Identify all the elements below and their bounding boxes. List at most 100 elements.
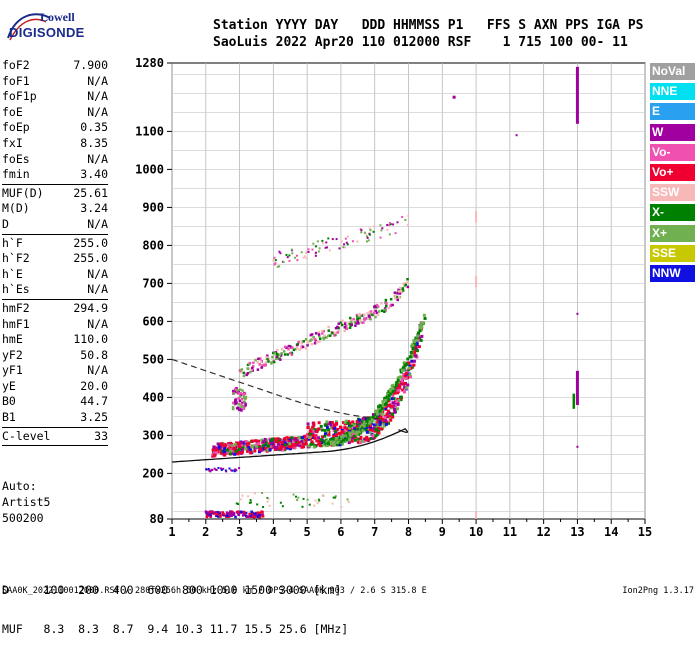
echo-point — [267, 497, 270, 500]
echo-point — [312, 242, 315, 245]
param-row-hmf1: hmF1 N/A — [2, 317, 108, 333]
echo-point — [325, 440, 329, 444]
param-key: foF1 — [2, 73, 30, 88]
echo-point — [285, 253, 288, 256]
echo-point — [323, 334, 326, 338]
echo-point — [388, 388, 392, 392]
echo-point — [345, 241, 348, 244]
echo-point — [283, 353, 287, 356]
echo-point — [354, 324, 357, 327]
x-tick-label: 5 — [304, 525, 311, 539]
legend-item-e: E — [650, 103, 695, 121]
echo-point — [275, 352, 279, 356]
echo-point — [230, 510, 233, 513]
echo-point — [396, 378, 400, 382]
echo-point — [301, 436, 305, 440]
echo-point — [418, 325, 422, 329]
echo-point — [309, 433, 313, 437]
echo-point — [272, 437, 276, 441]
echo-point — [319, 424, 323, 428]
y-tick-label: 800 — [142, 238, 164, 252]
echo-point — [238, 369, 242, 373]
echo-point — [403, 381, 407, 385]
echo-point — [378, 419, 382, 423]
echo-point — [401, 287, 405, 290]
echo-point — [333, 426, 337, 430]
echo-point — [292, 348, 296, 352]
echo-point — [410, 363, 414, 367]
param-key: foEs — [2, 151, 30, 166]
x-tick-label: 3 — [236, 525, 243, 539]
param-value: 110.0 — [73, 332, 108, 347]
echo-point — [342, 434, 346, 438]
echo-point — [349, 320, 353, 324]
echo-point — [252, 361, 255, 364]
echo-point — [300, 340, 304, 343]
echo-point — [306, 422, 310, 426]
echo-point — [221, 511, 224, 514]
interference-line — [475, 275, 478, 288]
echo-point — [250, 445, 254, 449]
echo-point — [223, 444, 227, 448]
y-tick-label: 300 — [142, 428, 164, 442]
echo-point — [234, 402, 237, 406]
echo-point — [246, 448, 250, 452]
echo-point — [314, 254, 317, 257]
echo-point — [368, 431, 372, 435]
echo-point — [313, 428, 317, 432]
echo-point — [250, 510, 253, 513]
param-row-b0: B0 44.7 — [2, 394, 108, 410]
echo-point — [400, 376, 404, 380]
echo-point — [234, 449, 238, 453]
echo-point — [307, 248, 310, 251]
echo-point — [413, 342, 417, 346]
echo-point — [217, 515, 220, 518]
legend-item-vo: Vo+ — [650, 163, 695, 181]
echo-point — [356, 317, 359, 321]
echo-point — [356, 440, 360, 444]
echo-point — [248, 370, 252, 374]
interference-line — [572, 393, 576, 409]
echo-point — [313, 341, 317, 345]
echo-point — [253, 449, 257, 453]
echo-point — [387, 399, 391, 403]
echo-point — [387, 394, 391, 398]
artist-mode: Auto: — [2, 479, 37, 493]
echo-point — [332, 434, 336, 438]
echo-point — [241, 401, 244, 405]
echo-point — [244, 402, 247, 406]
echo-point — [249, 451, 253, 455]
echo-point — [262, 440, 266, 444]
echo-point — [362, 313, 366, 316]
echo-point — [290, 441, 294, 445]
echo-point — [212, 453, 216, 457]
echo-point — [232, 401, 235, 405]
echo-point — [219, 442, 223, 446]
echo-point — [349, 318, 353, 321]
echo-point — [357, 314, 361, 317]
echo-point — [576, 312, 579, 315]
echo-point — [240, 448, 244, 452]
echo-point — [294, 347, 298, 351]
echo-point — [327, 430, 331, 434]
echo-point — [318, 500, 321, 503]
echo-point — [217, 445, 221, 449]
echo-point — [234, 401, 237, 404]
echo-point — [254, 358, 257, 362]
echo-point — [335, 431, 339, 435]
echo-point — [312, 338, 315, 341]
echo-point — [254, 512, 258, 515]
echo-point — [288, 254, 291, 257]
echo-point — [369, 436, 373, 440]
echo-point — [265, 355, 268, 359]
echo-point — [248, 512, 251, 516]
echo-point — [220, 468, 223, 471]
param-separator — [2, 445, 108, 447]
param-key: D — [2, 216, 9, 231]
echo-point — [222, 450, 226, 454]
param-key: yE — [2, 378, 16, 393]
x-tick-label: 2 — [202, 525, 209, 539]
echo-point — [236, 510, 240, 513]
echo-point — [379, 415, 383, 419]
echo-point — [388, 415, 392, 419]
